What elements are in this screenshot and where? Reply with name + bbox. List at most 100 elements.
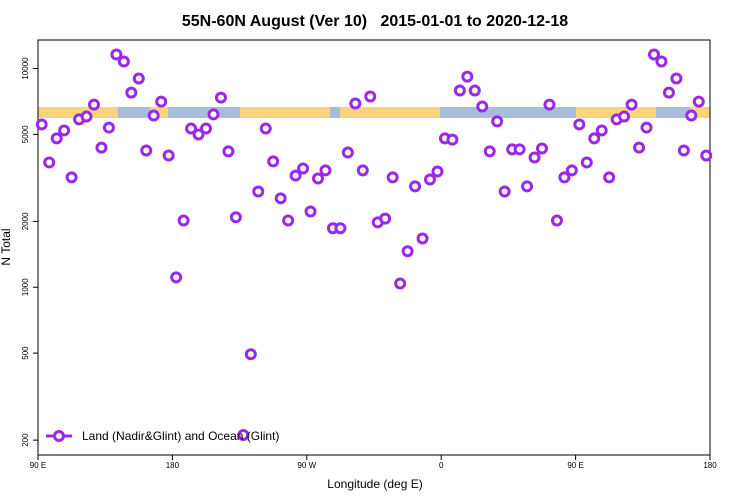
data-point — [200, 122, 212, 135]
data-point — [409, 180, 422, 193]
x-tick-label: 90 W — [297, 461, 316, 470]
data-point — [565, 164, 578, 177]
data-point — [192, 128, 205, 141]
data-point — [394, 277, 407, 290]
data-point — [43, 156, 56, 169]
data-point — [147, 109, 160, 122]
y-tick-label: 200 — [21, 433, 30, 447]
data-point — [334, 222, 347, 235]
y-axis-label: N Total — [0, 228, 13, 265]
data-point — [461, 70, 474, 83]
data-point — [319, 164, 332, 177]
y-tick-label: 10000 — [21, 57, 30, 80]
data-point — [453, 84, 466, 97]
data-point — [625, 98, 638, 111]
land-band — [340, 107, 440, 118]
legend-label: Land (Nadir&Glint) and Ocean (Glint) — [82, 429, 279, 443]
data-point — [640, 121, 653, 134]
data-point — [177, 214, 190, 227]
data-point — [349, 97, 362, 110]
data-point — [618, 110, 631, 123]
x-tick-label: 180 — [703, 461, 717, 470]
data-point — [102, 121, 115, 134]
data-point — [595, 124, 608, 137]
data-point — [80, 110, 93, 123]
data-point — [446, 133, 459, 146]
data-point — [252, 185, 265, 198]
land-band — [240, 107, 330, 118]
data-point — [117, 55, 130, 68]
data-point — [424, 173, 436, 186]
data-point — [237, 429, 250, 442]
y-tick-label: 2000 — [21, 212, 30, 230]
data-point — [580, 156, 593, 169]
data-point — [155, 95, 168, 108]
data-point — [289, 169, 302, 182]
data-point — [401, 245, 414, 258]
data-point — [416, 232, 429, 245]
data-point — [356, 164, 369, 177]
data-point — [185, 122, 198, 135]
data-point — [692, 95, 705, 108]
data-point — [274, 192, 287, 205]
data-point — [513, 143, 526, 156]
data-point — [58, 124, 71, 137]
data-point — [267, 155, 280, 168]
data-point — [521, 180, 534, 193]
data-point — [550, 214, 563, 227]
x-tick-label: 90 E — [30, 461, 46, 470]
data-point — [543, 98, 556, 111]
data-point — [633, 141, 646, 154]
legend-marker — [53, 430, 65, 442]
x-tick-label: 180 — [166, 461, 180, 470]
data-point — [677, 144, 690, 157]
data-point — [468, 84, 481, 97]
land-band — [690, 107, 710, 118]
data-point — [244, 348, 257, 361]
data-point — [364, 90, 377, 103]
data-point — [603, 171, 616, 184]
data-point — [282, 214, 295, 227]
data-point — [88, 98, 100, 111]
data-point — [588, 132, 601, 145]
data-point — [132, 72, 145, 85]
data-point — [476, 100, 489, 113]
data-point — [140, 144, 153, 157]
land-band — [150, 107, 168, 118]
data-point — [222, 145, 235, 158]
data-point — [229, 211, 242, 224]
data-point — [386, 171, 399, 184]
data-point — [50, 132, 63, 145]
plot-frame — [37, 39, 711, 456]
land-band — [38, 107, 118, 118]
data-point — [431, 165, 444, 178]
data-point — [685, 109, 698, 122]
data-point — [528, 151, 541, 164]
data-point — [162, 149, 175, 162]
y-tick-label: 5000 — [21, 125, 30, 143]
data-point — [655, 55, 668, 68]
data-point — [170, 271, 183, 284]
x-tick-label: 90 E — [567, 461, 583, 470]
y-tick-label: 1000 — [21, 278, 30, 296]
data-point — [207, 108, 220, 121]
data-point — [498, 185, 511, 198]
map-strip — [38, 107, 710, 118]
data-point — [65, 171, 78, 184]
x-axis-label: Longitude (deg E) — [327, 477, 422, 491]
data-point — [304, 205, 317, 218]
y-tick-label: 500 — [21, 346, 30, 360]
data-point — [95, 141, 108, 154]
data-point — [341, 146, 354, 159]
data-point — [491, 115, 504, 128]
data-point — [700, 149, 713, 162]
data-point — [648, 48, 660, 61]
data-point — [573, 118, 586, 131]
data-point — [536, 142, 548, 155]
data-point — [558, 171, 571, 184]
data-point — [312, 172, 324, 185]
data-point — [35, 118, 48, 131]
data-point — [125, 86, 138, 99]
x-tick-label: 0 — [439, 461, 444, 470]
